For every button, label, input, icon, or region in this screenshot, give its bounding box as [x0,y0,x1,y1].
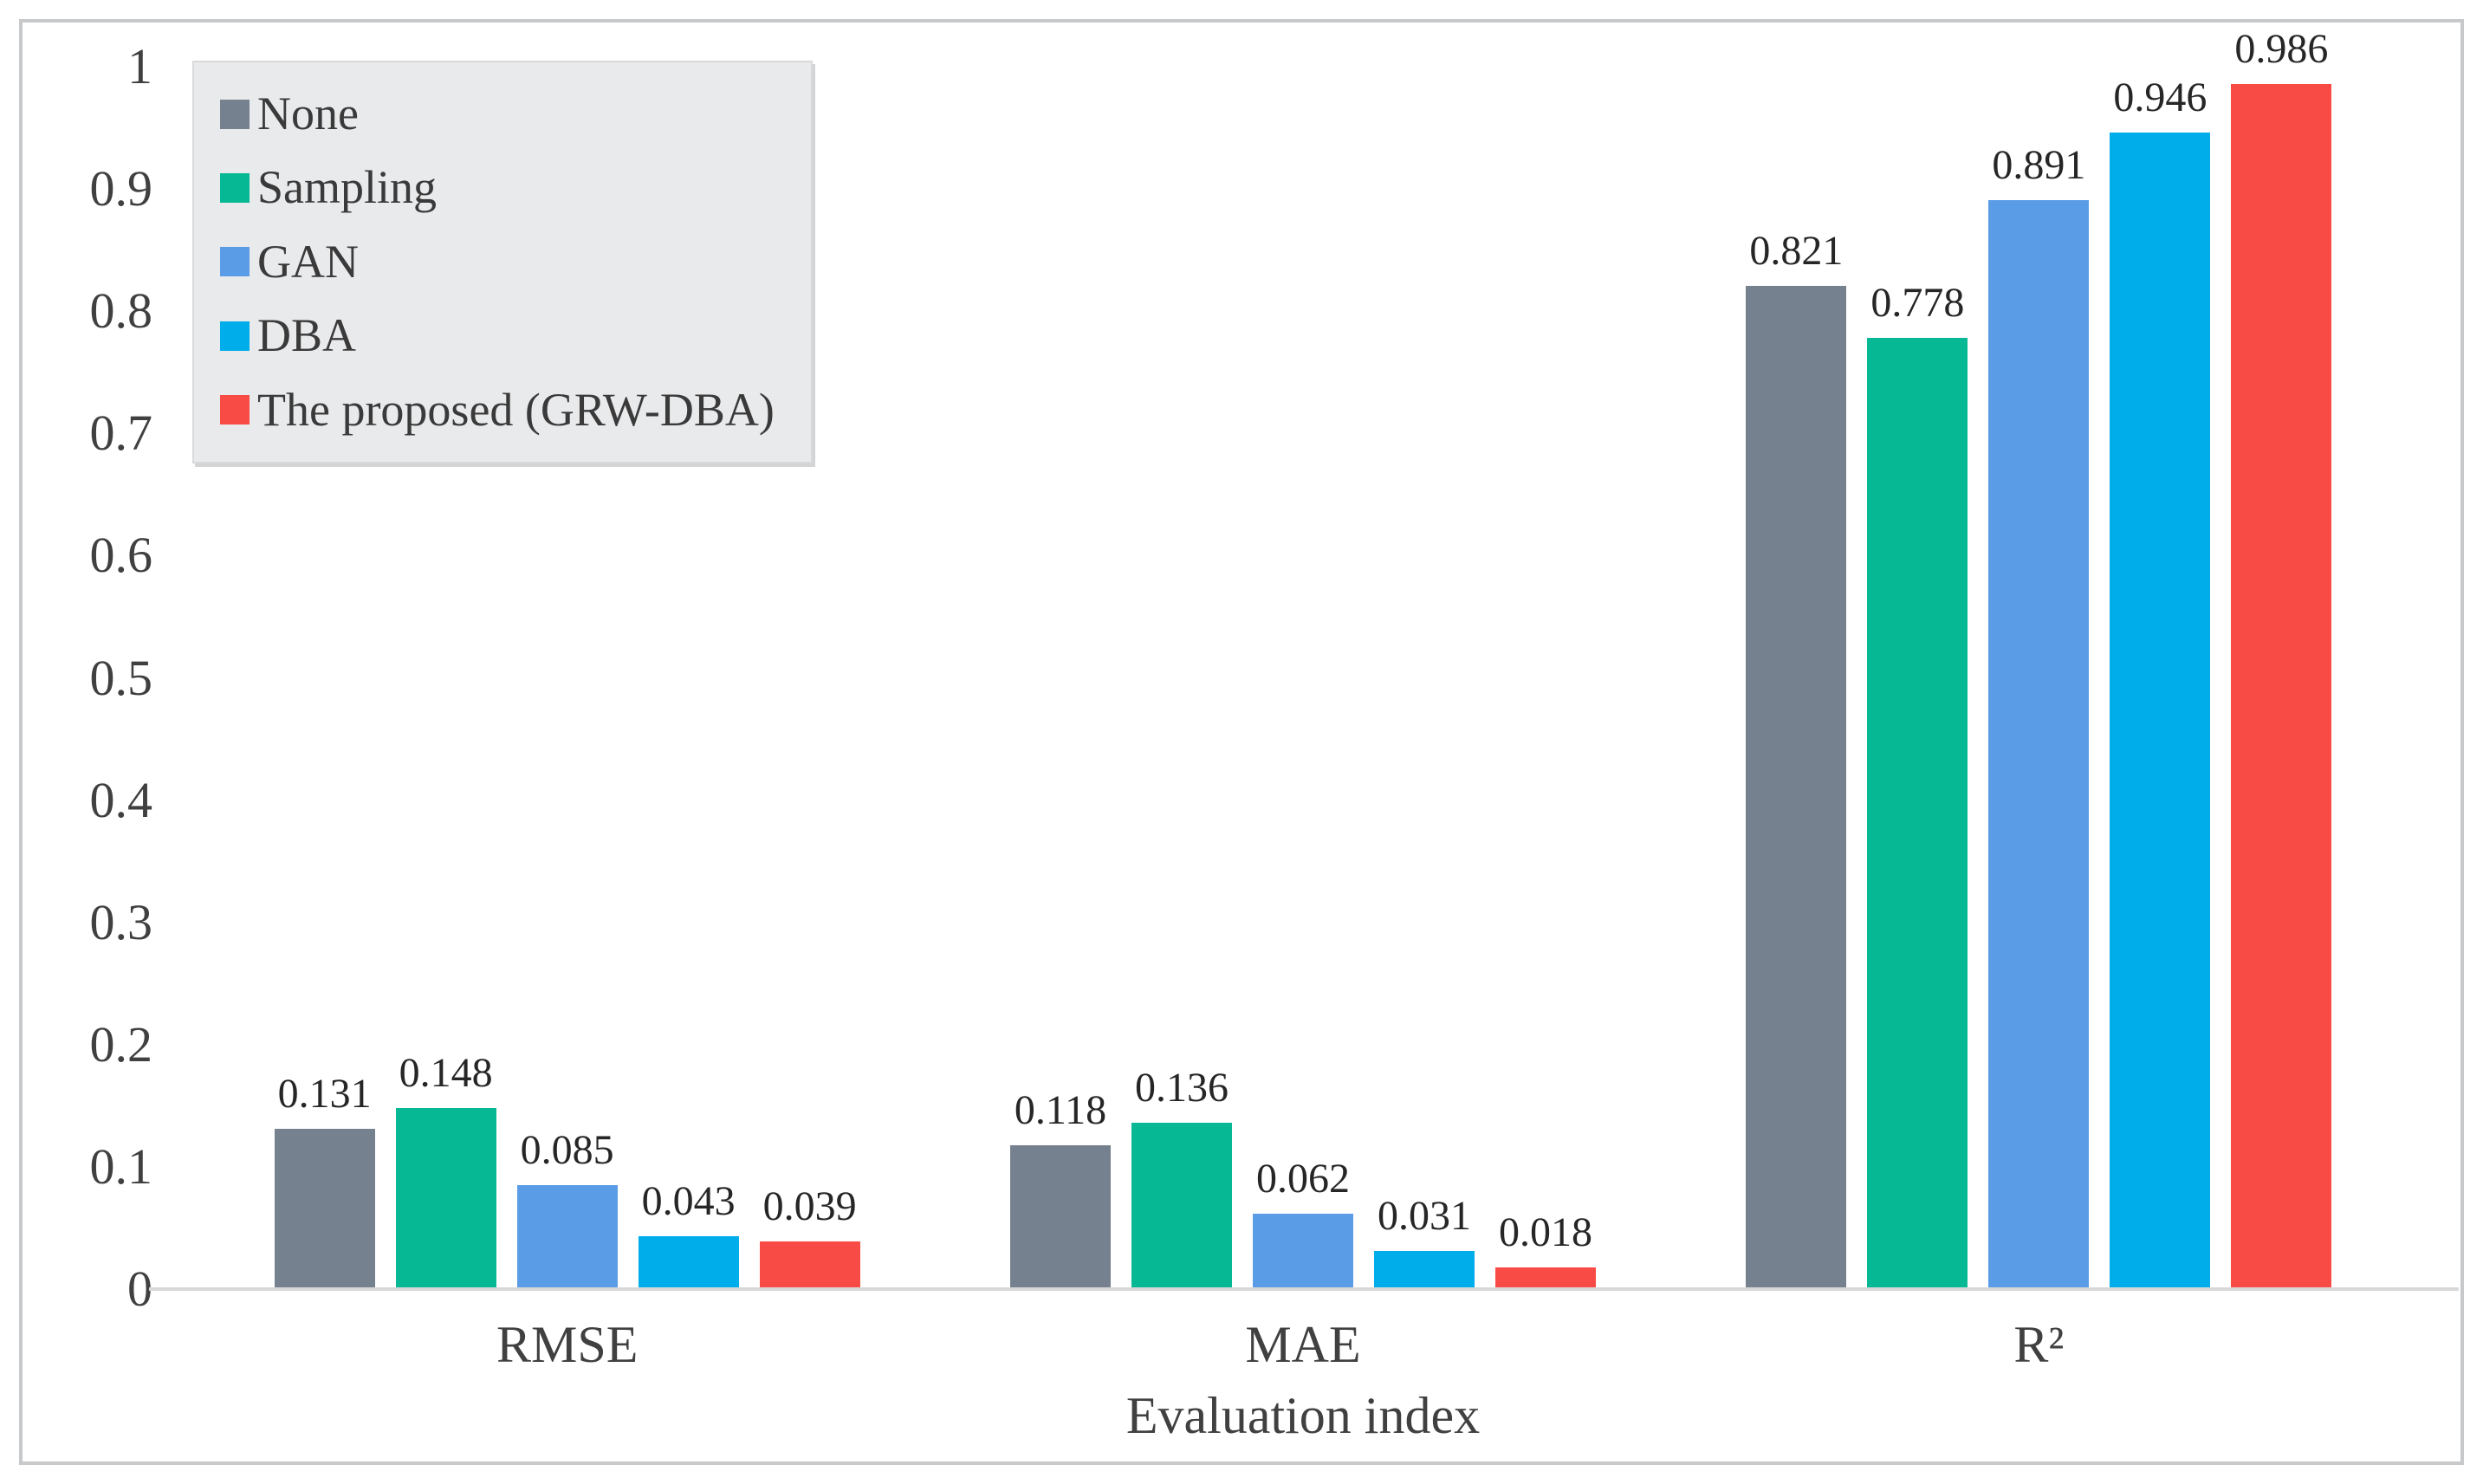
y-tick-label-0.7: 0.7 [89,405,153,462]
bar-value-label: 0.031 [1377,1193,1471,1240]
y-tick-label-0.5: 0.5 [89,649,153,706]
plot-area: 0 0.1 0.2 0.3 0.4 0.5 0.6 0.7 0.8 0.9 1 0.131 0.148… [90,28,2459,1314]
bar-value-label: 0.118 [1014,1086,1107,1133]
bar-none-mae: 0.118 [1009,1089,1111,1289]
legend-label: Sampling [257,161,438,214]
chart-figure: 0 0.1 0.2 0.3 0.4 0.5 0.6 0.7 0.8 0.9 1 0.131 0.148… [19,19,2464,1465]
y-tick-label-0: 0 [127,1260,152,1317]
y-tick-label-0.8: 0.8 [89,282,153,340]
bar-the-proposed-grw-dba-mae: 0.018 [1494,1211,1596,1289]
bar-gan-rmse: 0.085 [516,1130,618,1289]
bar-dba-rmse: 0.043 [638,1181,739,1289]
legend-label: GAN [257,235,359,288]
bar-value-label: 0.946 [2113,75,2207,121]
bar-sampling-mae: 0.136 [1131,1067,1232,1289]
y-tick-label-0.4: 0.4 [89,771,153,828]
x-category-label-rmse: RMSE [496,1316,639,1373]
legend-swatch-icon [220,173,250,204]
y-tick-label-0.3: 0.3 [89,893,153,950]
y-tick-label-1: 1 [127,38,152,94]
x-category-label-mae: MAE [1245,1316,1361,1373]
bar-value-label: 0.821 [1749,227,1844,274]
legend-item-sampling: Sampling [220,161,775,214]
bar-dba-mae: 0.031 [1373,1196,1475,1289]
bar-sampling-r: 0.778 [1867,282,1968,1289]
y-tick-label-0.6: 0.6 [89,527,153,584]
legend-label: DBA [257,309,357,362]
bar-gan-mae: 0.062 [1252,1157,1353,1289]
bar-group-mae: 0.118 0.136 0.062 0.031 0.018 [935,67,1670,1289]
bar-value-label: 0.986 [2234,25,2329,72]
legend-swatch-icon [220,321,250,351]
bar-value-label: 0.062 [1255,1155,1350,1202]
legend-item-the-proposed-grw-dba: The proposed (GRW-DBA) [220,383,775,436]
bar-value-label: 0.148 [399,1050,493,1097]
bar-value-label: 0.131 [277,1071,372,1118]
bar-value-label: 0.778 [1870,280,1965,327]
bar-group-rmse: 0.131 0.148 0.085 0.043 0.039 [199,67,935,1289]
bar-value-label: 0.136 [1134,1065,1229,1111]
y-tick-label-0.2: 0.2 [89,1015,153,1072]
bar-gan-r: 0.891 [1988,144,2090,1289]
bar-value-label: 0.018 [1498,1209,1592,1255]
x-axis-category-labels: RMSE MAE R² [199,1319,2407,1371]
legend-item-gan: GAN [220,235,775,288]
legend-swatch-icon [220,99,250,129]
bar-value-label: 0.891 [1992,141,2086,188]
bar-value-label: 0.039 [762,1183,857,1229]
y-tick-label-0.9: 0.9 [89,160,153,217]
bar-the-proposed-grw-dba-rmse: 0.039 [759,1185,860,1289]
bar-value-label: 0.043 [641,1178,736,1225]
bar-value-label: 0.085 [520,1127,614,1174]
bar-group-r: 0.821 0.778 0.891 0.946 0.986 [1671,28,2407,1289]
bar-none-r: 0.821 [1746,230,1847,1289]
legend-item-none: None [220,87,775,139]
legend: None Sampling GAN DBA The proposed (GRW-DBA) [192,61,813,463]
x-axis-line [149,1287,2459,1291]
legend-swatch-icon [220,395,250,425]
legend-swatch-icon [220,247,250,277]
legend-label: None [257,87,359,139]
legend-item-dba: DBA [220,309,775,362]
y-tick-label-0.1: 0.1 [89,1137,153,1195]
x-category-label-r: R² [2013,1316,2065,1373]
bar-dba-r: 0.946 [2110,77,2211,1289]
bar-groups: 0.131 0.148 0.085 0.043 0.039 0.118 0.136 0.062… [199,28,2407,1289]
bar-sampling-rmse: 0.148 [395,1053,496,1289]
bar-the-proposed-grw-dba-r: 0.986 [2231,28,2332,1289]
legend-label: The proposed (GRW-DBA) [257,383,775,436]
bar-none-rmse: 0.131 [274,1073,375,1289]
x-axis-title: Evaluation index [1125,1387,1481,1444]
